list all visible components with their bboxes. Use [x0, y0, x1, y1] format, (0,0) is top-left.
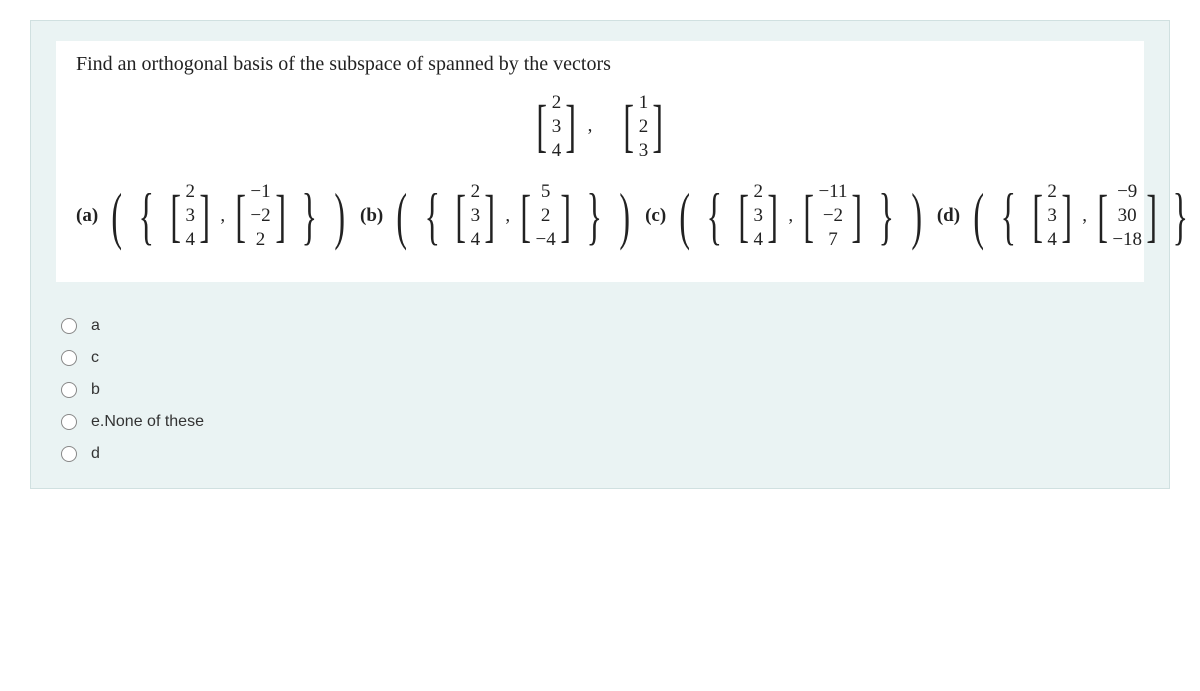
option-label: (c) — [645, 205, 666, 227]
left-brace-icon: { — [424, 191, 439, 241]
left-bracket-icon: [ — [521, 193, 532, 239]
vec-val: −1 — [250, 180, 270, 204]
left-bracket-icon: [ — [171, 193, 182, 239]
vec-val: 3 — [471, 204, 481, 228]
right-paren-icon: ) — [334, 191, 345, 241]
right-brace-icon: } — [587, 191, 602, 241]
left-bracket-icon: [ — [803, 193, 814, 239]
radio-icon — [61, 414, 77, 430]
vec-val: 2 — [541, 204, 551, 228]
vec-val: 2 — [471, 180, 481, 204]
vec-val: 2 — [552, 91, 562, 115]
left-paren-icon: ( — [973, 191, 984, 241]
vec-val: 2 — [639, 115, 649, 139]
vec-val: 3 — [552, 115, 562, 139]
vec-val: 7 — [828, 228, 838, 252]
left-bracket-icon: [ — [1097, 193, 1108, 239]
left-brace-icon: { — [139, 191, 154, 241]
radio-icon — [61, 318, 77, 334]
answer-option-a[interactable]: a — [61, 317, 1144, 335]
right-bracket-icon: ] — [199, 193, 210, 239]
right-bracket-icon: ] — [484, 193, 495, 239]
separator: , — [586, 115, 595, 136]
answer-option-d[interactable]: d — [61, 445, 1144, 463]
option-label: (a) — [76, 205, 98, 227]
vector-2: [ 1 2 3 ] — [619, 91, 667, 162]
vec-val: 1 — [639, 91, 649, 115]
right-bracket-icon: ] — [560, 193, 571, 239]
question-prompt: Find an orthogonal basis of the subspace… — [76, 53, 1124, 76]
left-bracket-icon: [ — [1032, 193, 1043, 239]
right-bracket-icon: ] — [566, 103, 577, 149]
vec-val: 4 — [471, 228, 481, 252]
vec-val: 5 — [541, 180, 551, 204]
right-bracket-icon: ] — [1061, 193, 1072, 239]
option-label: (b) — [360, 205, 383, 227]
left-bracket-icon: [ — [624, 103, 635, 149]
left-brace-icon: { — [707, 191, 722, 241]
answer-option-c[interactable]: c — [61, 349, 1144, 367]
option-b: (b) ( { [ 2 3 4 ] , [ — [360, 180, 635, 251]
answer-option-none[interactable]: e.None of these — [61, 413, 1144, 431]
vec-val: 3 — [1047, 204, 1057, 228]
right-brace-icon: } — [878, 191, 893, 241]
right-brace-icon: } — [1173, 191, 1188, 241]
answer-text: b — [91, 381, 100, 399]
left-bracket-icon: [ — [235, 193, 246, 239]
answer-option-b[interactable]: b — [61, 381, 1144, 399]
question-box: Find an orthogonal basis of the subspace… — [56, 41, 1144, 282]
answer-text: d — [91, 445, 100, 463]
vec-val: −4 — [536, 228, 556, 252]
right-bracket-icon: ] — [275, 193, 286, 239]
option-c: (c) ( { [ 2 3 4 ] , [ — [645, 180, 927, 251]
radio-icon — [61, 446, 77, 462]
option-label: (d) — [937, 205, 960, 227]
left-brace-icon: { — [1001, 191, 1016, 241]
option-a: (a) ( { [ 2 3 4 ] , [ — [76, 180, 350, 251]
right-bracket-icon: ] — [653, 103, 664, 149]
vec-val: 2 — [1047, 180, 1057, 204]
radio-icon — [61, 350, 77, 366]
vec-val: 4 — [1047, 228, 1057, 252]
vec-val: 3 — [639, 139, 649, 163]
vec-val: 3 — [186, 204, 196, 228]
left-paren-icon: ( — [111, 191, 122, 241]
vec-val: −2 — [250, 204, 270, 228]
right-bracket-icon: ] — [1146, 193, 1157, 239]
answer-text: c — [91, 349, 99, 367]
option-d: (d) ( { [ 2 3 4 ] , [ — [937, 180, 1200, 251]
vec-val: 4 — [186, 228, 196, 252]
question-container: Find an orthogonal basis of the subspace… — [30, 20, 1170, 489]
vector-col: 1 2 3 — [639, 91, 649, 162]
vec-val: −18 — [1112, 228, 1142, 252]
vec-val: −2 — [823, 204, 843, 228]
left-bracket-icon: [ — [739, 193, 750, 239]
right-bracket-icon: ] — [852, 193, 863, 239]
vec-val: 3 — [754, 204, 764, 228]
left-paren-icon: ( — [397, 191, 408, 241]
vec-val: 4 — [754, 228, 764, 252]
left-paren-icon: ( — [680, 191, 691, 241]
right-paren-icon: ) — [911, 191, 922, 241]
given-vectors: [ 2 3 4 ] , [ 1 2 3 ] — [76, 91, 1124, 162]
right-paren-icon: ) — [619, 191, 630, 241]
vec-val: 30 — [1118, 204, 1137, 228]
left-bracket-icon: [ — [537, 103, 548, 149]
vec-val: −9 — [1117, 180, 1137, 204]
answer-text: e.None of these — [91, 413, 204, 431]
vec-val: 2 — [186, 180, 196, 204]
vec-val: 2 — [754, 180, 764, 204]
vec-val: −11 — [818, 180, 847, 204]
options-row: (a) ( { [ 2 3 4 ] , [ — [76, 180, 1124, 251]
left-bracket-icon: [ — [456, 193, 467, 239]
right-brace-icon: } — [302, 191, 317, 241]
vec-val: 2 — [256, 228, 266, 252]
answers-list: a c b e.None of these d — [56, 317, 1144, 463]
radio-icon — [61, 382, 77, 398]
vector-col: 2 3 4 — [552, 91, 562, 162]
right-bracket-icon: ] — [767, 193, 778, 239]
vector-1: [ 2 3 4 ] — [532, 91, 580, 162]
answer-text: a — [91, 317, 100, 335]
vec-val: 4 — [552, 139, 562, 163]
